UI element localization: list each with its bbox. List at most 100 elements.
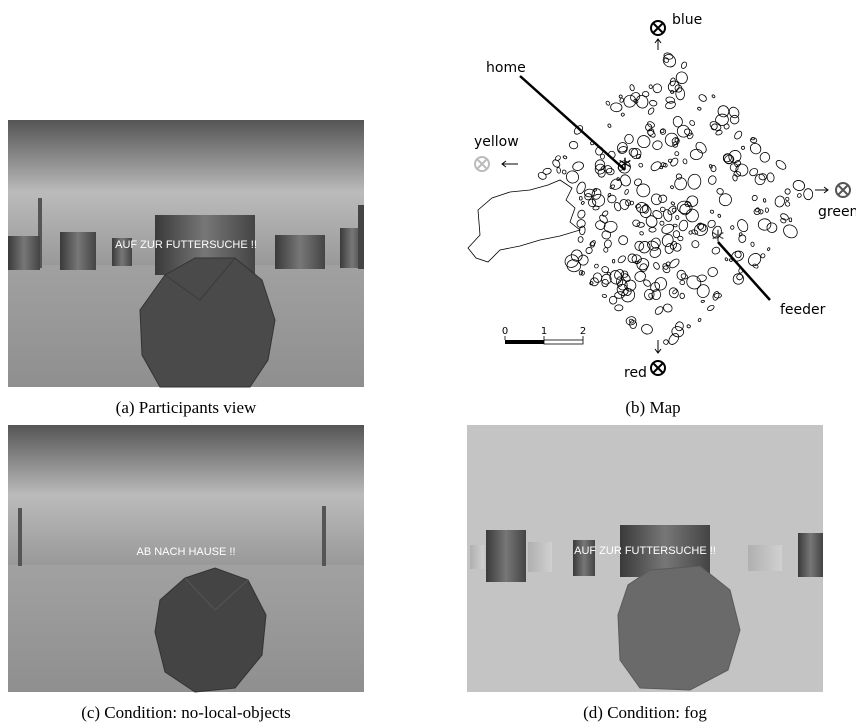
landmark <box>710 165 716 172</box>
landmark <box>624 189 629 195</box>
landmark <box>678 219 689 232</box>
landmark <box>746 251 763 268</box>
landmark <box>606 168 615 175</box>
landmark <box>663 339 669 345</box>
landmark <box>640 323 653 335</box>
pillar <box>798 533 823 577</box>
scale-label: 0 <box>502 326 508 337</box>
landmark <box>774 195 785 208</box>
landmark <box>581 201 585 205</box>
pillar <box>18 508 22 566</box>
landmark <box>621 112 625 116</box>
landmark <box>686 324 690 328</box>
overlay-text: AUF ZUR FUTTERSUCHE !! <box>115 239 257 251</box>
landmark <box>687 173 702 190</box>
caption: (a) Participants view <box>116 398 257 417</box>
feeder-marker: * <box>712 226 725 256</box>
landmark <box>719 193 733 206</box>
landmark <box>697 274 707 282</box>
home-line <box>520 76 625 170</box>
landmark <box>662 303 673 314</box>
panel-a: AUF ZUR FUTTERSUCHE !! (a) Participants … <box>8 120 364 417</box>
landmark <box>649 100 657 107</box>
landmark <box>714 293 722 298</box>
sphere <box>618 566 740 690</box>
landmark <box>675 123 691 139</box>
landmark <box>569 141 579 150</box>
landmark <box>607 123 611 127</box>
label: home <box>486 60 526 76</box>
pillar <box>275 235 325 269</box>
landmark <box>674 151 680 157</box>
landmark <box>710 210 715 214</box>
landmark <box>585 246 594 254</box>
landmark <box>680 61 687 69</box>
landmark <box>741 146 745 150</box>
landmark <box>593 188 597 192</box>
landmark <box>758 151 771 164</box>
landmark <box>664 243 674 255</box>
landmark <box>617 234 629 246</box>
landmark <box>733 130 743 141</box>
landmark <box>642 91 649 97</box>
beacon-blue <box>651 21 665 50</box>
landmark <box>680 293 685 299</box>
landmark <box>632 219 640 227</box>
landmark <box>646 239 660 252</box>
landmark <box>767 247 770 251</box>
landmark <box>723 123 730 130</box>
pillar <box>358 205 364 269</box>
landmark <box>603 239 612 249</box>
landmark <box>736 274 743 281</box>
landmark <box>594 263 599 268</box>
label: red <box>624 365 647 381</box>
landmark <box>572 161 585 172</box>
scale-bar <box>505 340 583 344</box>
landmark <box>670 185 674 189</box>
landmark <box>651 139 663 151</box>
pillar <box>60 232 96 270</box>
caption: (c) Condition: no-local-objects <box>81 703 291 722</box>
landmark <box>652 261 660 270</box>
scale-label: 1 <box>541 326 547 337</box>
pillar <box>322 506 326 566</box>
beacon-yellow <box>475 157 518 171</box>
landmark <box>686 209 699 223</box>
landmark <box>662 209 673 223</box>
landmark <box>665 96 675 104</box>
landmark <box>694 140 709 155</box>
landmark <box>716 104 730 119</box>
caption: (d) Condition: fog <box>583 703 707 722</box>
landmark <box>542 167 552 175</box>
overlay-text: AUF ZUR FUTTERSUCHE !! <box>574 545 716 557</box>
landmark <box>564 168 581 185</box>
landmark <box>667 332 681 347</box>
figure: AUF ZUR FUTTERSUCHE !! (a) Participants … <box>0 0 856 728</box>
label: yellow <box>474 134 519 150</box>
panel-b: * * blue home yellow green feeder red (b… <box>468 12 856 417</box>
sky <box>8 425 364 565</box>
landmark <box>698 318 702 322</box>
landmark <box>739 232 743 236</box>
landmark <box>629 84 635 91</box>
landmark <box>697 107 701 111</box>
landmark <box>727 105 741 119</box>
landmark <box>751 194 758 201</box>
landmark <box>609 296 618 305</box>
landmark <box>575 181 587 195</box>
landmark <box>615 305 624 311</box>
landmark <box>551 158 561 168</box>
landmark <box>612 259 614 263</box>
landmark <box>654 305 665 316</box>
pillar <box>748 545 782 571</box>
landmark <box>537 171 547 181</box>
landmark <box>644 214 659 229</box>
pillar <box>528 542 552 572</box>
scale-label: 2 <box>580 326 586 337</box>
landmark <box>563 155 568 159</box>
landmarks <box>537 52 813 346</box>
landmark <box>607 195 617 204</box>
panel-d: AUF ZUR FUTTERSUCHE !! (d) Condition: fo… <box>467 425 823 722</box>
landmark <box>650 193 662 206</box>
landmark <box>638 163 643 168</box>
